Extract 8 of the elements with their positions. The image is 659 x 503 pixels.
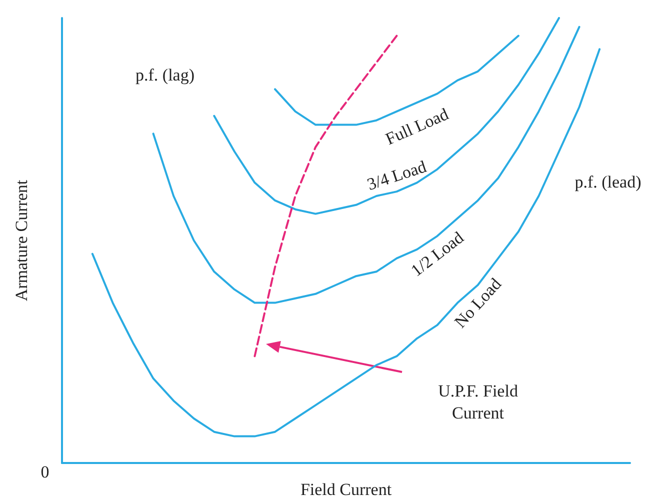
- text: Full Load: [382, 104, 452, 149]
- x-axis-title: Field Current: [300, 480, 392, 499]
- text: 0: [40, 462, 50, 482]
- annotation: U.P.F. Field Current: [438, 382, 518, 422]
- annotation: p.f. (lag): [135, 66, 195, 84]
- text: 3/4 Load: [364, 156, 430, 194]
- annotation: p.f. (lead): [574, 172, 642, 192]
- y-axis-title: Armature Current: [12, 180, 31, 302]
